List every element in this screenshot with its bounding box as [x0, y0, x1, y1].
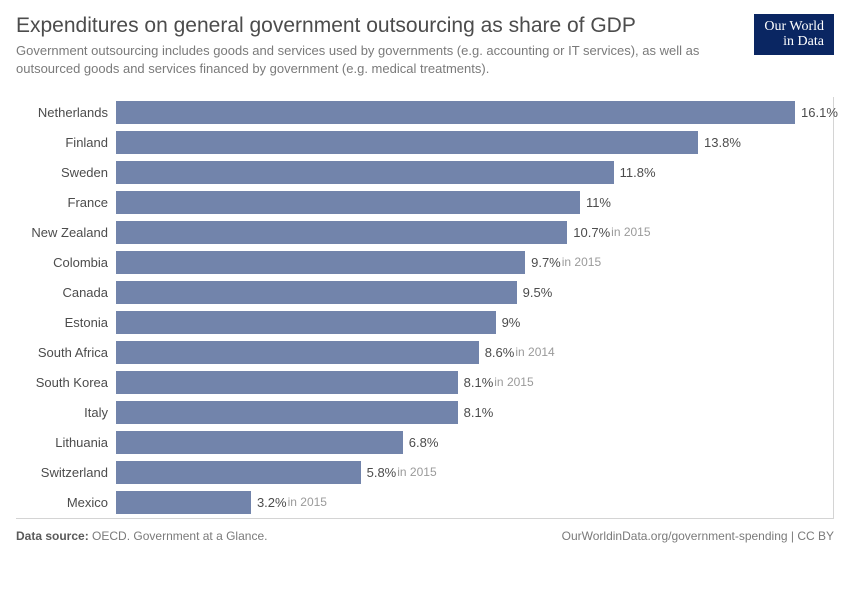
chart-row: Switzerland5.8%in 2015 — [16, 457, 833, 487]
bar — [116, 191, 580, 214]
category-label: Canada — [16, 285, 116, 300]
bar-track: 16.1% — [116, 97, 833, 127]
bar-track: 8.6%in 2014 — [116, 337, 833, 367]
bar-track: 9.7%in 2015 — [116, 247, 833, 277]
bar-track: 10.7%in 2015 — [116, 217, 833, 247]
value-label: 5.8% — [361, 465, 397, 480]
bar-track: 11.8% — [116, 157, 833, 187]
chart-row: Italy 8.1% — [16, 397, 833, 427]
value-label: 8.1% — [458, 375, 494, 390]
value-label: 9% — [496, 315, 521, 330]
category-label: New Zealand — [16, 225, 116, 240]
chart-title: Expenditures on general government outso… — [16, 14, 742, 38]
chart-row: Mexico3.2%in 2015 — [16, 487, 833, 517]
footer-attribution: OurWorldinData.org/government-spending |… — [562, 529, 834, 543]
header-text: Expenditures on general government outso… — [16, 14, 754, 77]
bar — [116, 221, 567, 244]
bar-track: 8.1% — [116, 397, 833, 427]
chart-row: France 11% — [16, 187, 833, 217]
bar-track: 9% — [116, 307, 833, 337]
data-source: Data source: OECD. Government at a Glanc… — [16, 529, 267, 543]
chart-row: Estonia 9% — [16, 307, 833, 337]
value-note: in 2015 — [397, 465, 436, 479]
chart-row: Netherlands16.1% — [16, 97, 833, 127]
value-label: 10.7% — [567, 225, 610, 240]
chart-row: New Zealand10.7%in 2015 — [16, 217, 833, 247]
value-label: 11% — [580, 195, 611, 210]
bar — [116, 371, 458, 394]
category-label: Colombia — [16, 255, 116, 270]
chart-subtitle: Government outsourcing includes goods an… — [16, 42, 742, 77]
value-label: 8.1% — [458, 405, 494, 420]
footer: Data source: OECD. Government at a Glanc… — [16, 529, 834, 543]
logo-line-2: in Data — [764, 35, 824, 50]
value-label: 9.5% — [517, 285, 553, 300]
bar — [116, 491, 251, 514]
bar-track: 6.8% — [116, 427, 833, 457]
bar — [116, 401, 458, 424]
category-label: Italy — [16, 405, 116, 420]
bar-track: 3.2%in 2015 — [116, 487, 833, 517]
header: Expenditures on general government outso… — [16, 14, 834, 77]
category-label: Lithuania — [16, 435, 116, 450]
value-note: in 2015 — [611, 225, 650, 239]
chart-row: Sweden 11.8% — [16, 157, 833, 187]
bar-track: 13.8% — [116, 127, 833, 157]
value-note: in 2015 — [288, 495, 327, 509]
category-label: France — [16, 195, 116, 210]
chart-row: Colombia9.7%in 2015 — [16, 247, 833, 277]
value-label: 11.8% — [614, 165, 656, 180]
value-label: 9.7% — [525, 255, 561, 270]
bar — [116, 341, 479, 364]
category-label: Estonia — [16, 315, 116, 330]
chart-row: South Korea8.1%in 2015 — [16, 367, 833, 397]
category-label: Switzerland — [16, 465, 116, 480]
bar — [116, 431, 403, 454]
bar-track: 8.1%in 2015 — [116, 367, 833, 397]
bar-track: 11% — [116, 187, 833, 217]
value-note: in 2015 — [494, 375, 533, 389]
value-label: 13.8% — [698, 135, 741, 150]
value-label: 3.2% — [251, 495, 287, 510]
owid-logo: Our World in Data — [754, 14, 834, 55]
value-label: 6.8% — [403, 435, 439, 450]
chart-row: Canada 9.5% — [16, 277, 833, 307]
value-note: in 2014 — [515, 345, 554, 359]
category-label: South Korea — [16, 375, 116, 390]
value-label: 16.1% — [795, 105, 838, 120]
category-label: Finland — [16, 135, 116, 150]
category-label: Netherlands — [16, 105, 116, 120]
bar — [116, 461, 361, 484]
chart-row: Lithuania 6.8% — [16, 427, 833, 457]
data-source-label: Data source: — [16, 529, 89, 543]
value-label: 8.6% — [479, 345, 515, 360]
bar-track: 5.8%in 2015 — [116, 457, 833, 487]
bar — [116, 131, 698, 154]
bar — [116, 311, 496, 334]
category-label: Sweden — [16, 165, 116, 180]
data-source-value: OECD. Government at a Glance. — [92, 529, 267, 543]
logo-line-1: Our World — [764, 20, 824, 35]
chart-row: Finland 13.8% — [16, 127, 833, 157]
bar — [116, 251, 525, 274]
category-label: South Africa — [16, 345, 116, 360]
value-note: in 2015 — [562, 255, 601, 269]
bar — [116, 101, 795, 124]
bar-chart: Netherlands16.1%Finland13.8%Sweden11.8%F… — [16, 97, 834, 519]
bar — [116, 161, 614, 184]
bar-track: 9.5% — [116, 277, 833, 307]
bar — [116, 281, 517, 304]
chart-row: South Africa8.6%in 2014 — [16, 337, 833, 367]
category-label: Mexico — [16, 495, 116, 510]
